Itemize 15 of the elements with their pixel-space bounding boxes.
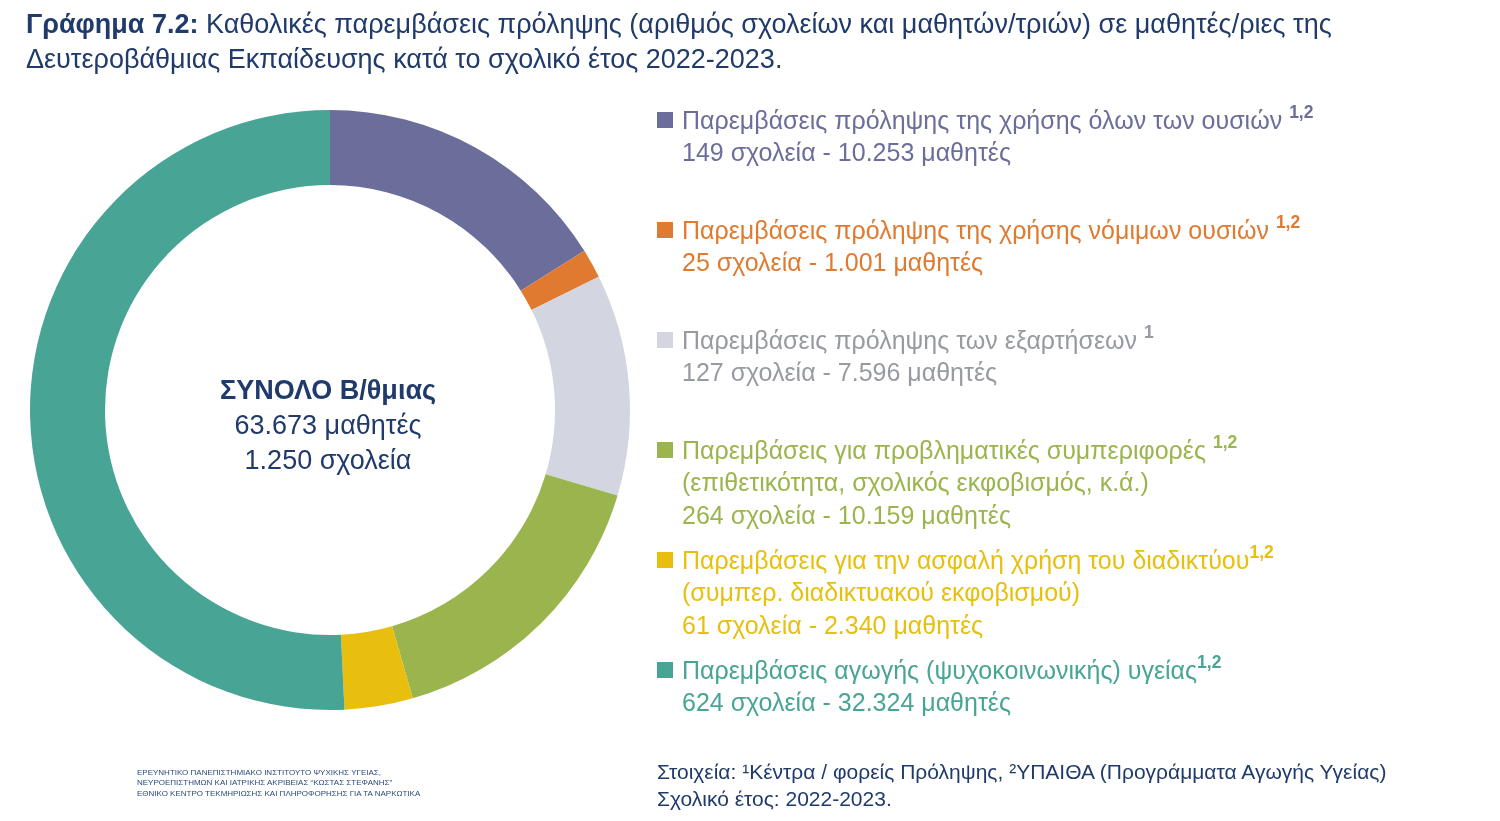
donut-slice xyxy=(531,276,630,496)
text: ΕΡΕΥΝΗΤΙΚΟ ΠΑΝΕΠΙΣΤΗΜΙΑΚΟ ΙΝΣΤΙΤΟΥΤΟ ΨΥΧΙΚΗΣ ΥΓΕΙΑΣ, ΝΕΥΡΟΕΠΙΣΤΗΜΩΝ ΚΑΙ ΙΑΤΡΙΚΗΣ ΑΚΡΙΒΕΙΑΣ “ΚΩΣΤΑΣ ΣΤΕΦΑΝΗΣ” ΕΘΝΙΚΟ ΚΕΝΤΡΟ ΤΕΚΜΗΡΙΩΣΗΣ ΚΑΙ ΠΛΗΡΟΦΟΡΗΣΗΣ ΓΙΑ ΤΑ ΝΑΡΚΩΤΙΚΑ xyxy=(137,768,421,798)
donut-slice xyxy=(392,474,618,699)
chart-title: Γράφημα 7.2: Καθολικές παρεμβάσεις πρόληψης (αριθμός σχολείων και μαθητών/τριών) σε μαθητές/ριες της Δευτεροβάθμιας Εκπαίδευσης κατά το σχολικό έτος 2022-2023. xyxy=(26,8,1332,74)
category-label: Παρεμβάσεις για προβληματικές συμπεριφορές $^{1,2}$ (επιθετικότητα, σχολικός εκφοβισμός, κ.ά.) 264 σχολεία - 10.159 μαθητές xyxy=(682,432,1238,529)
donut-slice xyxy=(330,110,585,291)
category-label: Παρεμβάσεις αγωγής (ψυχοκοινωνικής) υγείας$^{1,2}$ 624 σχολεία - 32.324 μαθητές xyxy=(682,652,1222,716)
category-label: Παρεμβάσεις πρόληψης των εξαρτήσεων $^{1}$ 127 σχολεία - 7.596 μαθητές xyxy=(682,322,1154,386)
text: Στοιχεία: ¹Κέντρα / φορείς Πρόληψης, ²ΥΠΑΙΘΑ (Προγράμματα Αγωγής Υγείας) Σχολικό έτος: 2022-2023. xyxy=(657,760,1387,811)
category-label: Παρεμβάσεις για την ασφαλή χρήση του διαδικτύου$^{1,2}$ (συμπερ. διαδικτυακού εκφοβισμού) 61 σχολεία - 2.340 μαθητές xyxy=(682,542,1274,639)
category-label: Παρεμβάσεις πρόληψης της χρήσης νόμιμων ουσιών $^{1,2}$ 25 σχολεία - 1.001 μαθητές xyxy=(682,212,1301,276)
donut-slice xyxy=(340,626,413,710)
donut-slice xyxy=(520,250,599,310)
category-label: Παρεμβάσεις πρόληψης της χρήσης όλων των ουσιών $^{1,2}$ 149 σχολεία - 10.253 μαθητές xyxy=(682,102,1314,166)
text: ΣΥΝΟΛΟ Β/θμιας 63.673 μαθητές 1.250 σχολεία xyxy=(220,375,437,476)
